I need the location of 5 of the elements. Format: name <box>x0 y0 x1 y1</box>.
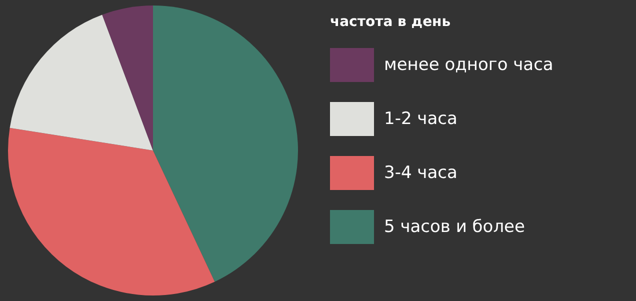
legend-label: 3-4 часа <box>384 163 458 183</box>
legend-label: 5 часов и более <box>384 217 525 237</box>
legend-label: менее одного часа <box>384 55 554 75</box>
legend-title: частота в день <box>330 14 452 30</box>
legend-label: 1-2 часа <box>384 109 458 129</box>
